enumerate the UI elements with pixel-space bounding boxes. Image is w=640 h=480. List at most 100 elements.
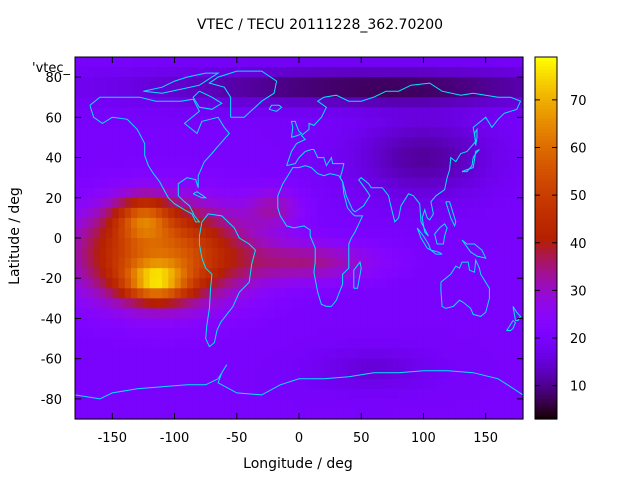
heatmap-cell: [317, 318, 325, 330]
heatmap-cell: [81, 318, 89, 330]
heatmap-cell: [106, 107, 113, 118]
heatmap-cell: [87, 338, 95, 350]
colorbar-step: [535, 156, 557, 161]
coastline-segment: [461, 149, 480, 173]
heatmap-cell: [411, 57, 418, 68]
heatmap-cell: [479, 398, 487, 410]
heatmap-cell: [267, 408, 275, 420]
heatmap-cell: [323, 268, 331, 279]
heatmap-cell: [243, 97, 250, 108]
heatmap-cell: [355, 97, 362, 108]
heatmap-cell: [81, 268, 89, 279]
heatmap-cell: [460, 268, 468, 279]
heatmap-cell: [404, 77, 412, 88]
heatmap-cell: [131, 298, 138, 309]
heatmap-cell: [317, 127, 325, 139]
heatmap-cell: [93, 328, 101, 340]
heatmap-cell: [292, 338, 300, 350]
heatmap-cell: [392, 408, 400, 420]
heatmap-cell: [491, 328, 499, 340]
heatmap-cell: [143, 308, 151, 320]
heatmap-cell: [299, 177, 306, 189]
heatmap-cell: [236, 207, 244, 219]
heatmap-cell: [143, 278, 151, 289]
heatmap-cell: [131, 348, 138, 360]
heatmap-cell: [162, 157, 169, 169]
heatmap-cell: [404, 197, 412, 209]
heatmap-cell: [467, 338, 474, 350]
heatmap-cell: [267, 77, 275, 88]
heatmap-cell: [417, 278, 425, 289]
heatmap-cell: [323, 197, 331, 209]
heatmap-cell: [267, 248, 275, 259]
heatmap-cell: [131, 378, 138, 390]
heatmap-cell: [218, 288, 225, 299]
heatmap-cell: [411, 77, 418, 88]
heatmap-cell: [118, 217, 126, 229]
heatmap-cell: [355, 288, 362, 299]
heatmap-cell: [93, 298, 101, 309]
heatmap-cell: [361, 197, 369, 209]
heatmap-cell: [292, 177, 300, 189]
heatmap-cell: [236, 268, 244, 279]
heatmap-cell: [162, 328, 169, 340]
heatmap-cell: [155, 398, 163, 410]
coastline-segment: [434, 223, 448, 245]
heatmap-cell: [155, 147, 163, 159]
heatmap-cell: [454, 358, 462, 370]
heatmap-cell: [137, 147, 145, 159]
heatmap-cell: [112, 217, 120, 229]
heatmap-cell: [286, 227, 294, 239]
heatmap-cell: [280, 157, 288, 169]
heatmap-cell: [187, 97, 194, 108]
heatmap-cell: [435, 67, 443, 78]
heatmap-cell: [149, 308, 157, 320]
heatmap-cell: [336, 137, 344, 149]
heatmap-cell: [435, 298, 443, 309]
heatmap-cell: [255, 358, 263, 370]
heatmap-cell: [106, 187, 113, 199]
heatmap-cell: [106, 67, 113, 78]
heatmap-cell: [137, 398, 145, 410]
heatmap-cell: [280, 258, 288, 269]
heatmap-cell: [168, 248, 176, 259]
heatmap-cell: [392, 187, 400, 199]
heatmap-cell: [168, 157, 176, 169]
heatmap-cell: [498, 318, 505, 330]
heatmap-cell: [454, 97, 462, 108]
heatmap-cell: [516, 87, 524, 98]
heatmap-cell: [205, 348, 213, 360]
heatmap-cell: [498, 238, 505, 249]
heatmap-cell: [516, 248, 524, 259]
heatmap-cell: [355, 318, 362, 330]
heatmap-cell: [442, 77, 449, 88]
heatmap-cell: [112, 328, 120, 340]
heatmap-cell: [348, 378, 356, 390]
heatmap-cell: [230, 217, 238, 229]
heatmap-cell: [230, 268, 238, 279]
heatmap-cell: [224, 378, 232, 390]
heatmap-cell: [299, 258, 306, 269]
heatmap-cell: [162, 278, 169, 289]
heatmap-cell: [342, 398, 350, 410]
heatmap-cell: [379, 388, 387, 400]
heatmap-cell: [168, 288, 176, 299]
heatmap-cell: [454, 87, 462, 98]
colorbar-step: [535, 129, 557, 134]
heatmap-cell: [417, 157, 425, 169]
heatmap-cell: [280, 288, 288, 299]
heatmap-cell: [473, 207, 481, 219]
heatmap-cell: [448, 77, 456, 88]
heatmap-cell: [448, 348, 456, 360]
heatmap-cell: [124, 177, 132, 189]
heatmap-cell: [143, 318, 151, 330]
heatmap-cell: [355, 137, 362, 149]
heatmap-cell: [187, 227, 194, 239]
heatmap-cell: [423, 187, 431, 199]
heatmap-cell: [131, 408, 138, 420]
heatmap-cell: [299, 248, 306, 259]
heatmap-cell: [131, 288, 138, 299]
heatmap-cell: [498, 127, 505, 139]
heatmap-cell: [311, 167, 319, 179]
heatmap-cell: [274, 217, 281, 229]
